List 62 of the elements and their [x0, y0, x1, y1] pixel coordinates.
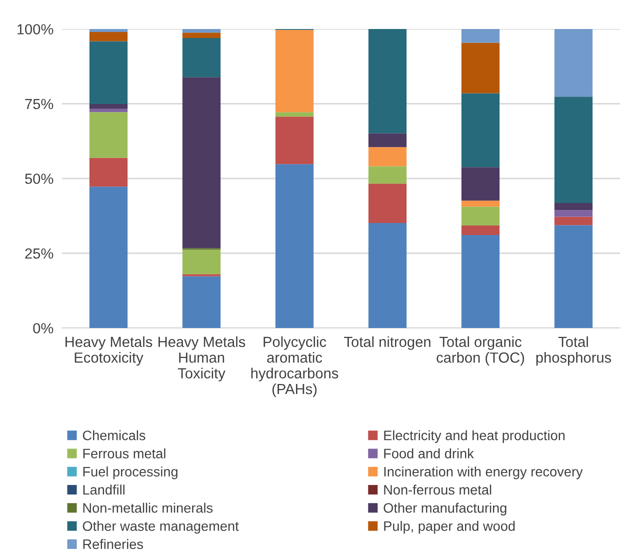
bar — [89, 29, 128, 32]
bar — [182, 276, 221, 328]
legend-label: Chemicals — [82, 430, 146, 440]
legend-label: Fuel processing — [83, 466, 178, 480]
bar — [461, 93, 500, 168]
x-tick-label: Heavy Metals Ecotoxicity — [66, 336, 152, 366]
bar — [461, 206, 500, 226]
bar — [275, 112, 314, 117]
bar — [554, 225, 593, 328]
legend-label: Ferrous metal — [83, 448, 166, 458]
x-tick-label: Total phosphorus — [536, 336, 612, 366]
legend-label: Other waste management — [82, 520, 239, 534]
bar — [182, 32, 221, 38]
bar — [554, 210, 593, 217]
legend-label: Non-ferrous metal — [384, 484, 492, 495]
bar — [554, 96, 593, 204]
y-tick-label: 75% — [25, 98, 54, 110]
legend-label: Other manufacturing — [384, 502, 506, 516]
bar — [461, 167, 500, 201]
bar — [461, 200, 500, 207]
legend-label: Incineration with energy recovery — [384, 466, 583, 480]
bar — [461, 225, 500, 236]
bar — [89, 112, 128, 158]
x-tick-label: Heavy Metals Human Toxicity — [158, 336, 246, 382]
bar — [368, 223, 407, 328]
bar — [275, 30, 314, 112]
bar — [182, 38, 221, 78]
bar — [461, 29, 500, 43]
bar — [89, 186, 128, 328]
bar — [368, 29, 407, 134]
bar — [554, 29, 593, 97]
y-tick-label: 25% — [25, 248, 54, 259]
bar — [461, 42, 500, 94]
legend-label: Non-metallic minerals — [83, 502, 213, 513]
bar — [368, 184, 407, 224]
y-tick-label: 100% — [17, 24, 54, 34]
bar — [89, 158, 128, 187]
bar — [89, 104, 128, 109]
x-tick-label: Polycyclic aromatic hydrocarbons (PAHs) — [251, 336, 338, 398]
bar — [89, 32, 128, 42]
legend-label: Electricity and heat production — [384, 430, 565, 443]
bar — [554, 203, 593, 210]
legend-label: Pulp, paper and wood — [384, 520, 515, 534]
legend-label: Refineries — [83, 539, 144, 550]
y-tick-label: 0% — [33, 323, 54, 334]
x-tick-label: Total organic carbon (TOC) — [436, 336, 524, 366]
legend-label: Landfill — [83, 484, 124, 495]
bar — [368, 166, 407, 184]
bar — [368, 147, 407, 166]
bar — [275, 164, 314, 328]
bar — [182, 250, 221, 274]
x-tick-label: Total nitrogen — [344, 336, 430, 350]
bar — [182, 29, 221, 33]
bar — [182, 77, 221, 248]
bar — [368, 133, 407, 148]
bar — [554, 216, 593, 226]
legend-label: Food and drink — [384, 448, 474, 458]
bar — [461, 235, 500, 328]
bar — [89, 108, 128, 112]
bar — [89, 41, 128, 104]
y-tick-label: 50% — [25, 174, 54, 184]
bar — [275, 116, 314, 164]
